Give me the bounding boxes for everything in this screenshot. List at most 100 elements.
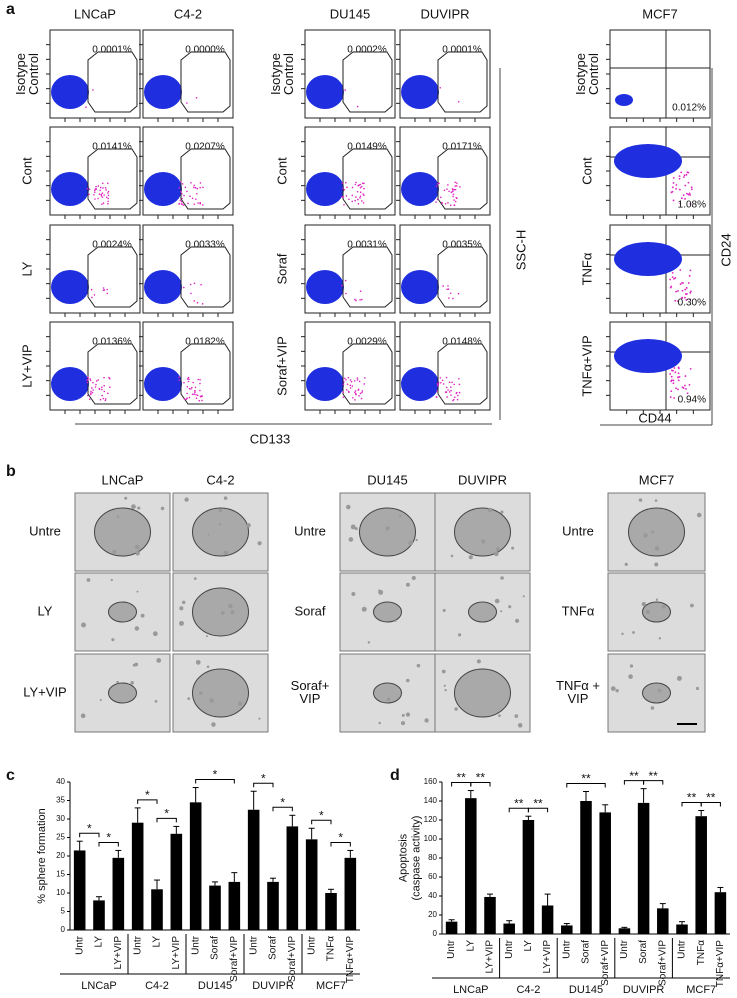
event-dot (670, 390, 673, 393)
event-dot (679, 283, 682, 286)
event-dot (446, 288, 448, 291)
significance-bracket (700, 802, 721, 807)
event-dot (679, 202, 682, 205)
event-dot (436, 198, 439, 201)
debris (228, 603, 233, 609)
group-label: LNCaP (81, 980, 116, 992)
significance-label: ** (649, 769, 659, 783)
event-dot (453, 396, 456, 398)
event-dot (445, 386, 448, 389)
event-dot (686, 192, 688, 195)
event-dot (435, 396, 438, 398)
x-tick-label: Untr (619, 939, 630, 959)
event-dot (350, 380, 353, 383)
event-dot (188, 396, 191, 399)
debris (454, 707, 458, 711)
debris (110, 578, 113, 582)
event-dot (197, 378, 199, 381)
cell-cluster (401, 172, 439, 206)
y-tick-label: 40 (428, 891, 437, 900)
event-dot (104, 187, 107, 189)
x-tick-label: Soraf (638, 940, 649, 964)
event-dot (358, 395, 360, 397)
debris (500, 610, 503, 613)
debris (206, 665, 210, 669)
group-label: DUVIPR (252, 980, 294, 992)
y-tick-label: 30 (56, 814, 65, 823)
bar (503, 923, 515, 934)
event-dot (444, 391, 447, 393)
gate-percentage: 0.0024% (92, 240, 132, 251)
bar (247, 809, 260, 930)
debris (124, 496, 128, 500)
cell-cluster (614, 144, 682, 178)
debris (641, 602, 647, 607)
bar (305, 839, 318, 930)
event-dot (354, 399, 356, 401)
debris (481, 539, 486, 544)
event-dot (181, 192, 183, 195)
event-dot (682, 176, 685, 178)
event-dot (678, 175, 681, 178)
event-dot (438, 182, 440, 185)
event-dot (105, 189, 107, 191)
x-tick-label: Soraf (210, 936, 221, 960)
debris (399, 514, 402, 518)
event-dot (360, 200, 363, 202)
gate-percentage: 0.0136% (92, 337, 132, 348)
significance-label: * (338, 831, 343, 845)
bar (657, 908, 669, 934)
event-dot (90, 288, 93, 291)
event-dot (681, 296, 683, 299)
event-dot (102, 202, 105, 204)
cell-cluster (144, 172, 182, 206)
event-dot (88, 398, 91, 401)
event-dot (364, 377, 366, 379)
event-dot (90, 392, 92, 394)
debris (458, 633, 462, 637)
gate-percentage: 0.0001% (442, 45, 482, 56)
event-dot (193, 184, 195, 187)
event-dot (106, 292, 109, 295)
column-header: DUVIPR (458, 472, 507, 487)
event-dot (109, 386, 111, 388)
event-dot (105, 196, 108, 199)
event-dot (92, 381, 94, 384)
event-dot (100, 195, 103, 197)
event-dot (436, 385, 439, 387)
x-tick-label: Soraf+VIP (657, 940, 668, 986)
event-dot (454, 188, 457, 191)
event-dot (180, 203, 183, 205)
significance-label: ** (476, 771, 486, 785)
event-dot (103, 384, 105, 387)
debris (223, 550, 229, 556)
event-dot (199, 201, 201, 204)
row-label: TNFα+VIP (579, 335, 594, 396)
debris (676, 675, 682, 681)
event-dot (674, 299, 677, 302)
event-dot (458, 377, 460, 380)
row-label: Isotype (268, 53, 283, 95)
y-tick-label: 100 (424, 834, 438, 843)
significance-bracket (156, 817, 177, 823)
event-dot (685, 387, 687, 390)
event-dot (107, 194, 110, 197)
debris (130, 681, 134, 685)
event-dot (669, 396, 672, 398)
debris (408, 540, 414, 546)
event-dot (444, 202, 447, 205)
event-dot (182, 204, 185, 207)
gate-percentage: 0.0035% (442, 240, 482, 251)
row-label: LY+VIP (23, 684, 66, 699)
event-dot (675, 387, 677, 390)
event-dot (194, 391, 196, 393)
significance-bracket (137, 799, 158, 804)
event-dot (195, 397, 198, 400)
flow-plot-frame (399, 321, 491, 411)
event-dot (677, 290, 679, 292)
event-dot (443, 189, 446, 192)
gate-percentage: 0.0001% (92, 45, 132, 56)
debris (258, 717, 261, 720)
event-dot (363, 383, 366, 385)
event-dot (95, 185, 97, 188)
